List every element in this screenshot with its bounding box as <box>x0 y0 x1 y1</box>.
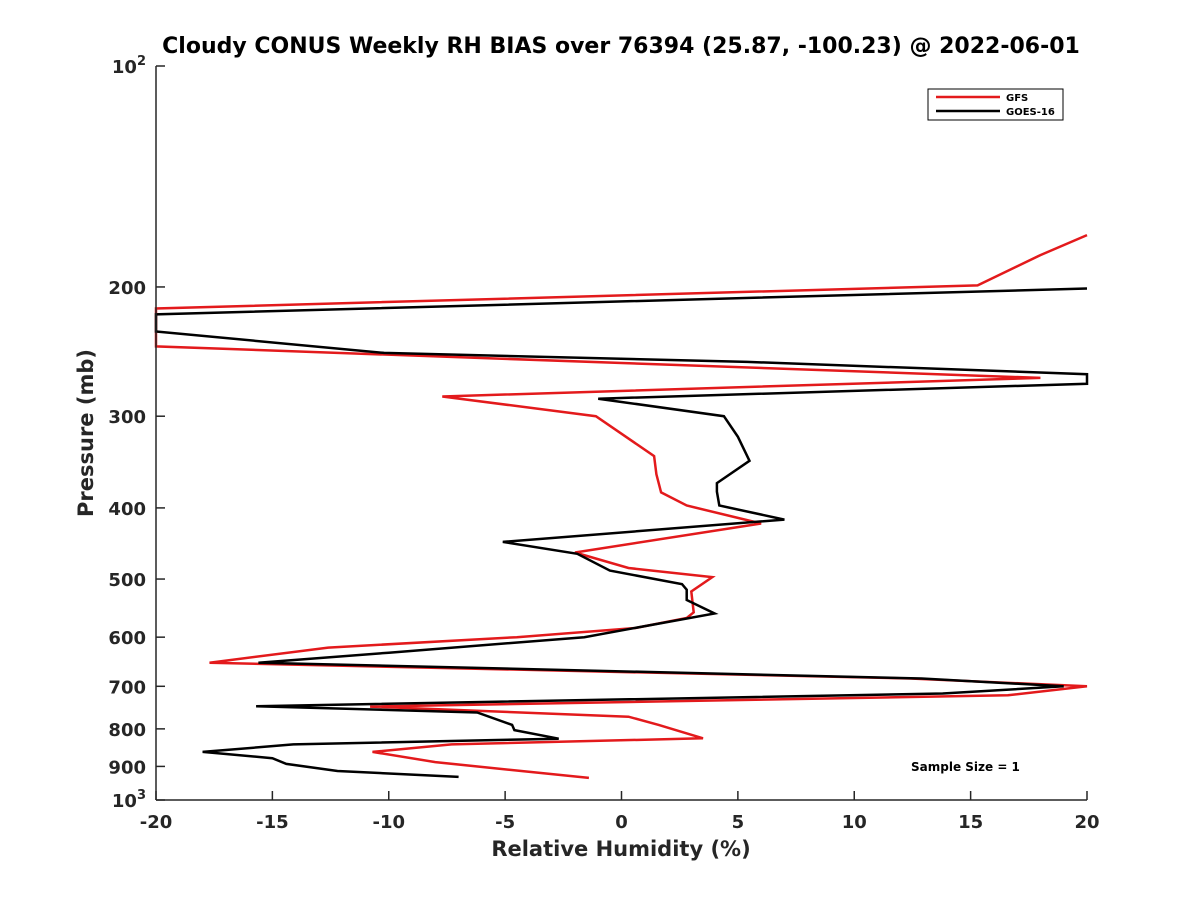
y-tick-label: 700 <box>108 677 146 698</box>
x-tick-label: 0 <box>615 812 628 833</box>
y-tick-label: 103 <box>112 788 146 812</box>
series-layer <box>154 233 1089 780</box>
y-tick-label: 400 <box>108 499 146 520</box>
y-tick-label: 600 <box>108 628 146 649</box>
y-tick-label: 900 <box>108 757 146 778</box>
x-tick-label: 10 <box>842 812 867 833</box>
series-line-gfs <box>154 233 1088 780</box>
series-line-goes16 <box>154 287 1089 779</box>
y-axis-ticks: 102 200 300 400 500 600 700 800 900 103 <box>108 54 165 812</box>
x-tick-label: -15 <box>256 812 289 833</box>
legend-label-gfs: GFS <box>1006 93 1028 104</box>
x-tick-label: -5 <box>495 812 515 833</box>
x-axis-label: Relative Humidity (%) <box>491 837 750 861</box>
x-tick-label: 15 <box>958 812 983 833</box>
legend-box <box>927 88 1064 121</box>
plot-area: -20 -15 -10 -5 0 5 10 15 20 102 200 300 400 500 600 70… <box>108 54 1099 833</box>
chart-title: Cloudy CONUS Weekly RH BIAS over 76394 (… <box>162 34 1080 59</box>
x-tick-label: 20 <box>1074 812 1099 833</box>
x-axis-ticks: -20 -15 -10 -5 0 5 10 15 20 <box>140 791 1100 833</box>
y-tick-label: 300 <box>108 407 146 428</box>
y-tick-label: 800 <box>108 720 146 741</box>
y-axis-label: Pressure (mb) <box>74 349 98 517</box>
legend-label-goes16: GOES-16 <box>1006 107 1055 118</box>
x-tick-label: -10 <box>372 812 405 833</box>
x-tick-label: -20 <box>140 812 173 833</box>
y-tick-label: 102 <box>112 54 146 78</box>
y-tick-label: 200 <box>108 278 146 299</box>
x-tick-label: 5 <box>732 812 745 833</box>
y-tick-label: 500 <box>108 570 146 591</box>
legend: GFS GOES-16 <box>927 88 1064 121</box>
sample-size-annotation: Sample Size = 1 <box>911 760 1020 774</box>
